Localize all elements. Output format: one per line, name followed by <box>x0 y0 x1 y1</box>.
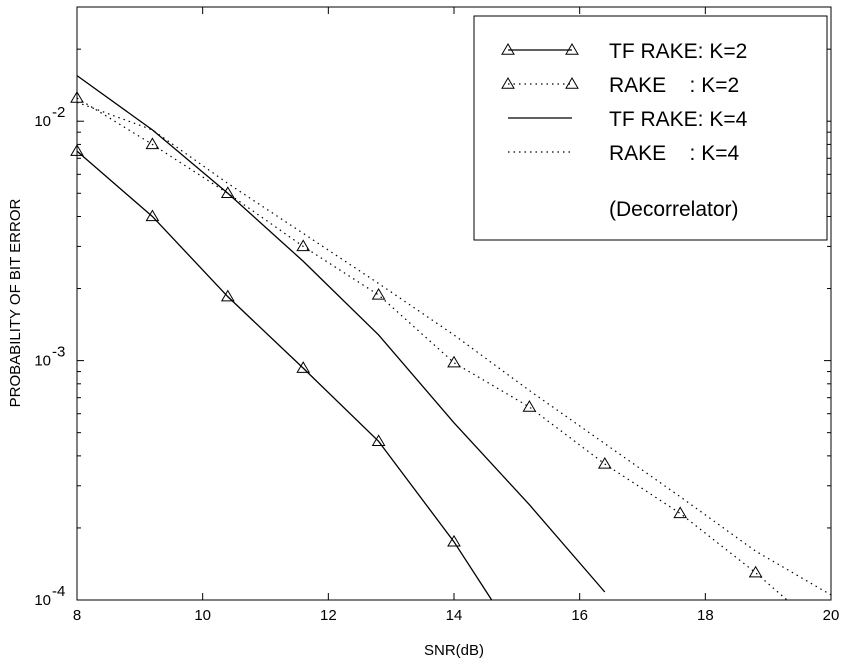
series-4 <box>76 101 832 596</box>
y-tick-label: 10 <box>34 353 51 370</box>
data-point <box>145 137 160 150</box>
legend-marker <box>565 43 579 55</box>
legend-marker <box>501 43 515 55</box>
legend-box <box>473 15 828 241</box>
x-tick-label: 10 <box>194 607 211 624</box>
data-point <box>447 534 461 547</box>
data-point <box>145 209 160 222</box>
data-point <box>220 289 235 302</box>
data-point <box>748 565 763 578</box>
data-point <box>70 91 84 103</box>
x-tick-label: 16 <box>571 607 588 624</box>
legend-marker <box>501 77 515 89</box>
x-tick-label: 18 <box>697 607 714 624</box>
data-point <box>296 361 311 373</box>
data-point <box>296 239 311 252</box>
series-line <box>76 150 493 601</box>
data-point <box>220 186 235 198</box>
data-point <box>371 434 386 447</box>
series-2 <box>70 91 788 601</box>
y-tick-label: 10 <box>34 113 51 130</box>
x-axis-title: SNR(dB) <box>424 642 484 659</box>
y-tick-exponent: -3 <box>52 344 65 361</box>
legend-marker <box>565 77 579 89</box>
data-point <box>522 400 537 412</box>
x-tick-label: 12 <box>320 607 337 624</box>
series-layer <box>70 75 832 601</box>
y-tick-exponent: -2 <box>52 104 65 121</box>
legend-label-2: RAKE : K=2 <box>609 74 739 97</box>
y-tick-exponent: -4 <box>52 583 65 600</box>
series-1 <box>70 144 493 601</box>
x-tick-label: 8 <box>73 607 81 624</box>
series-3 <box>76 75 606 593</box>
x-tick-label: 14 <box>446 607 463 624</box>
series-line <box>76 75 606 593</box>
y-axis-title: PROBABILITY OF BIT ERROR <box>7 199 24 408</box>
data-point <box>70 144 84 156</box>
series-line <box>76 97 788 601</box>
legend-label-3: TF RAKE: K=4 <box>609 108 748 131</box>
series-line <box>76 101 832 596</box>
legend-label-4: RAKE : K=4 <box>609 142 739 165</box>
x-tick-label: 20 <box>823 607 840 624</box>
data-point <box>597 456 612 469</box>
data-point <box>673 506 688 519</box>
legend: TF RAKE: K=2 RAKE : K=2 TF RAKE: K=4 RAKE :… <box>473 15 828 241</box>
data-point <box>447 355 461 368</box>
y-tick-label: 10 <box>34 592 51 609</box>
data-point <box>371 287 386 300</box>
legend-label-1: TF RAKE: K=2 <box>609 40 747 63</box>
annotation-decorrelator: (Decorrelator) <box>609 198 739 221</box>
